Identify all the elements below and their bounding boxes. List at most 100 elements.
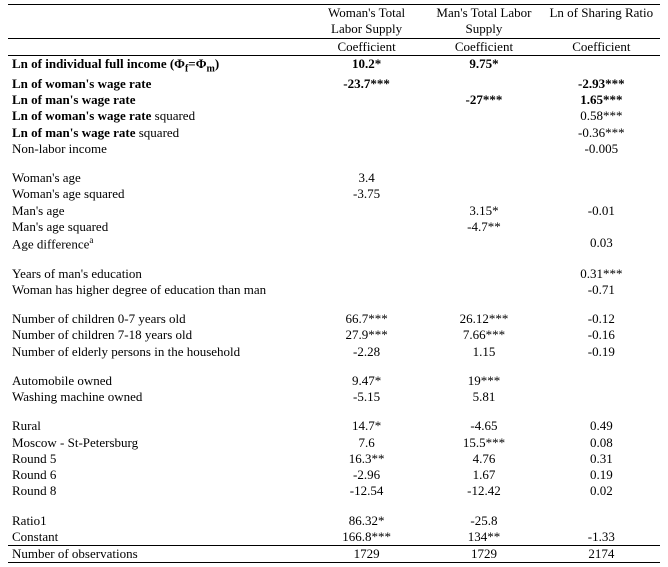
table-row: Ln of woman's wage rate squared0.58*** <box>8 108 660 124</box>
table-row: Number of elderly persons in the househo… <box>8 344 660 360</box>
row-label: Woman's age <box>8 170 308 186</box>
cell-sharing: -0.005 <box>543 141 660 157</box>
footer-sharing: 2174 <box>543 546 660 563</box>
regression-table-page: Woman's Total Labor Supply Man's Total L… <box>0 0 668 567</box>
cell-man <box>425 125 542 141</box>
cell-man: -27*** <box>425 92 542 108</box>
row-label: Ln of woman's wage rate <box>8 76 308 92</box>
table-row: Number of children 7-18 years old27.9***… <box>8 327 660 343</box>
table-row: Years of man's education0.31*** <box>8 266 660 282</box>
header-man-total: Man's Total Labor Supply <box>425 5 542 39</box>
cell-sharing <box>543 186 660 202</box>
cell-woman: 166.8*** <box>308 529 425 546</box>
table-row: Man's age 3.15*-0.01 <box>8 203 660 219</box>
cell-woman: -3.75 <box>308 186 425 202</box>
cell-sharing <box>543 219 660 235</box>
table-row: Washing machine owned-5.155.81 <box>8 389 660 405</box>
cell-sharing: 0.49 <box>543 418 660 434</box>
cell-man <box>425 141 542 157</box>
header-coef-s: Coefficient <box>543 38 660 55</box>
table-row: Woman has higher degree of education tha… <box>8 282 660 298</box>
row-label: Man's age squared <box>8 219 308 235</box>
cell-sharing <box>543 55 660 76</box>
table-row: Ln of man's wage rate-27***1.65*** <box>8 92 660 108</box>
table-row: Age differencea 0.03 <box>8 235 660 253</box>
row-label: Number of children 7-18 years old <box>8 327 308 343</box>
row-label: Age differencea <box>8 235 308 253</box>
cell-man: 5.81 <box>425 389 542 405</box>
cell-woman: -12.54 <box>308 483 425 499</box>
table-row <box>8 157 660 170</box>
cell-woman: 10.2* <box>308 55 425 76</box>
cell-man: 7.66*** <box>425 327 542 343</box>
table-row <box>8 405 660 418</box>
cell-sharing: -0.71 <box>543 282 660 298</box>
table-row: Round 8-12.54-12.420.02 <box>8 483 660 499</box>
table-row: Ln of woman's wage rate-23.7***-2.93*** <box>8 76 660 92</box>
cell-woman: 7.6 <box>308 435 425 451</box>
cell-man: 4.76 <box>425 451 542 467</box>
cell-sharing: 0.19 <box>543 467 660 483</box>
row-label: Round 6 <box>8 467 308 483</box>
cell-sharing: 0.08 <box>543 435 660 451</box>
cell-sharing: 1.65*** <box>543 92 660 108</box>
row-label: Woman has higher degree of education tha… <box>8 282 308 298</box>
header-woman-total: Woman's Total Labor Supply <box>308 5 425 39</box>
table-row: Man's age squared-4.7** <box>8 219 660 235</box>
cell-woman: -5.15 <box>308 389 425 405</box>
row-label: Moscow - St-Petersburg <box>8 435 308 451</box>
row-label: Round 8 <box>8 483 308 499</box>
cell-man <box>425 170 542 186</box>
cell-woman <box>308 282 425 298</box>
row-label: Ln of individual full income (Φf=Φm) <box>8 55 308 76</box>
cell-man <box>425 186 542 202</box>
cell-man: 3.15* <box>425 203 542 219</box>
table-row: Ln of individual full income (Φf=Φm)10.2… <box>8 55 660 76</box>
cell-woman <box>308 235 425 253</box>
cell-woman: 66.7*** <box>308 311 425 327</box>
row-label: Washing machine owned <box>8 389 308 405</box>
header-coef-w: Coefficient <box>308 38 425 55</box>
cell-woman: 14.7* <box>308 418 425 434</box>
cell-woman: -23.7*** <box>308 76 425 92</box>
table-row: Ln of man's wage rate squared-0.36*** <box>8 125 660 141</box>
cell-woman: 16.3** <box>308 451 425 467</box>
cell-woman <box>308 203 425 219</box>
cell-man <box>425 282 542 298</box>
cell-sharing <box>543 373 660 389</box>
row-label: Number of elderly persons in the househo… <box>8 344 308 360</box>
cell-sharing: 0.31*** <box>543 266 660 282</box>
cell-sharing: -0.12 <box>543 311 660 327</box>
row-label: Man's age <box>8 203 308 219</box>
cell-man: 1.67 <box>425 467 542 483</box>
cell-woman: 86.32* <box>308 513 425 529</box>
header-coef-m: Coefficient <box>425 38 542 55</box>
cell-woman <box>308 141 425 157</box>
cell-man <box>425 76 542 92</box>
header-sharing: Ln of Sharing Ratio <box>543 5 660 39</box>
table-row: Round 516.3**4.760.31 <box>8 451 660 467</box>
footer-label: Number of observations <box>8 546 308 563</box>
row-label: Non-labor income <box>8 141 308 157</box>
cell-sharing: -1.33 <box>543 529 660 546</box>
row-label: Woman's age squared <box>8 186 308 202</box>
cell-man: 19*** <box>425 373 542 389</box>
footer-row: Number of observations172917292174 <box>8 546 660 563</box>
footer-woman: 1729 <box>308 546 425 563</box>
table-row <box>8 298 660 311</box>
table-row <box>8 253 660 266</box>
cell-man: 15.5*** <box>425 435 542 451</box>
table-row <box>8 360 660 373</box>
cell-woman: 9.47* <box>308 373 425 389</box>
cell-sharing: -0.01 <box>543 203 660 219</box>
row-label: Ratio1 <box>8 513 308 529</box>
header-row-2: Coefficient Coefficient Coefficient <box>8 38 660 55</box>
cell-man <box>425 235 542 253</box>
row-label: Rural <box>8 418 308 434</box>
cell-sharing: 0.03 <box>543 235 660 253</box>
table-row: Automobile owned9.47*19*** <box>8 373 660 389</box>
cell-woman <box>308 266 425 282</box>
cell-sharing: -0.36*** <box>543 125 660 141</box>
cell-man: -4.65 <box>425 418 542 434</box>
cell-sharing: 0.02 <box>543 483 660 499</box>
